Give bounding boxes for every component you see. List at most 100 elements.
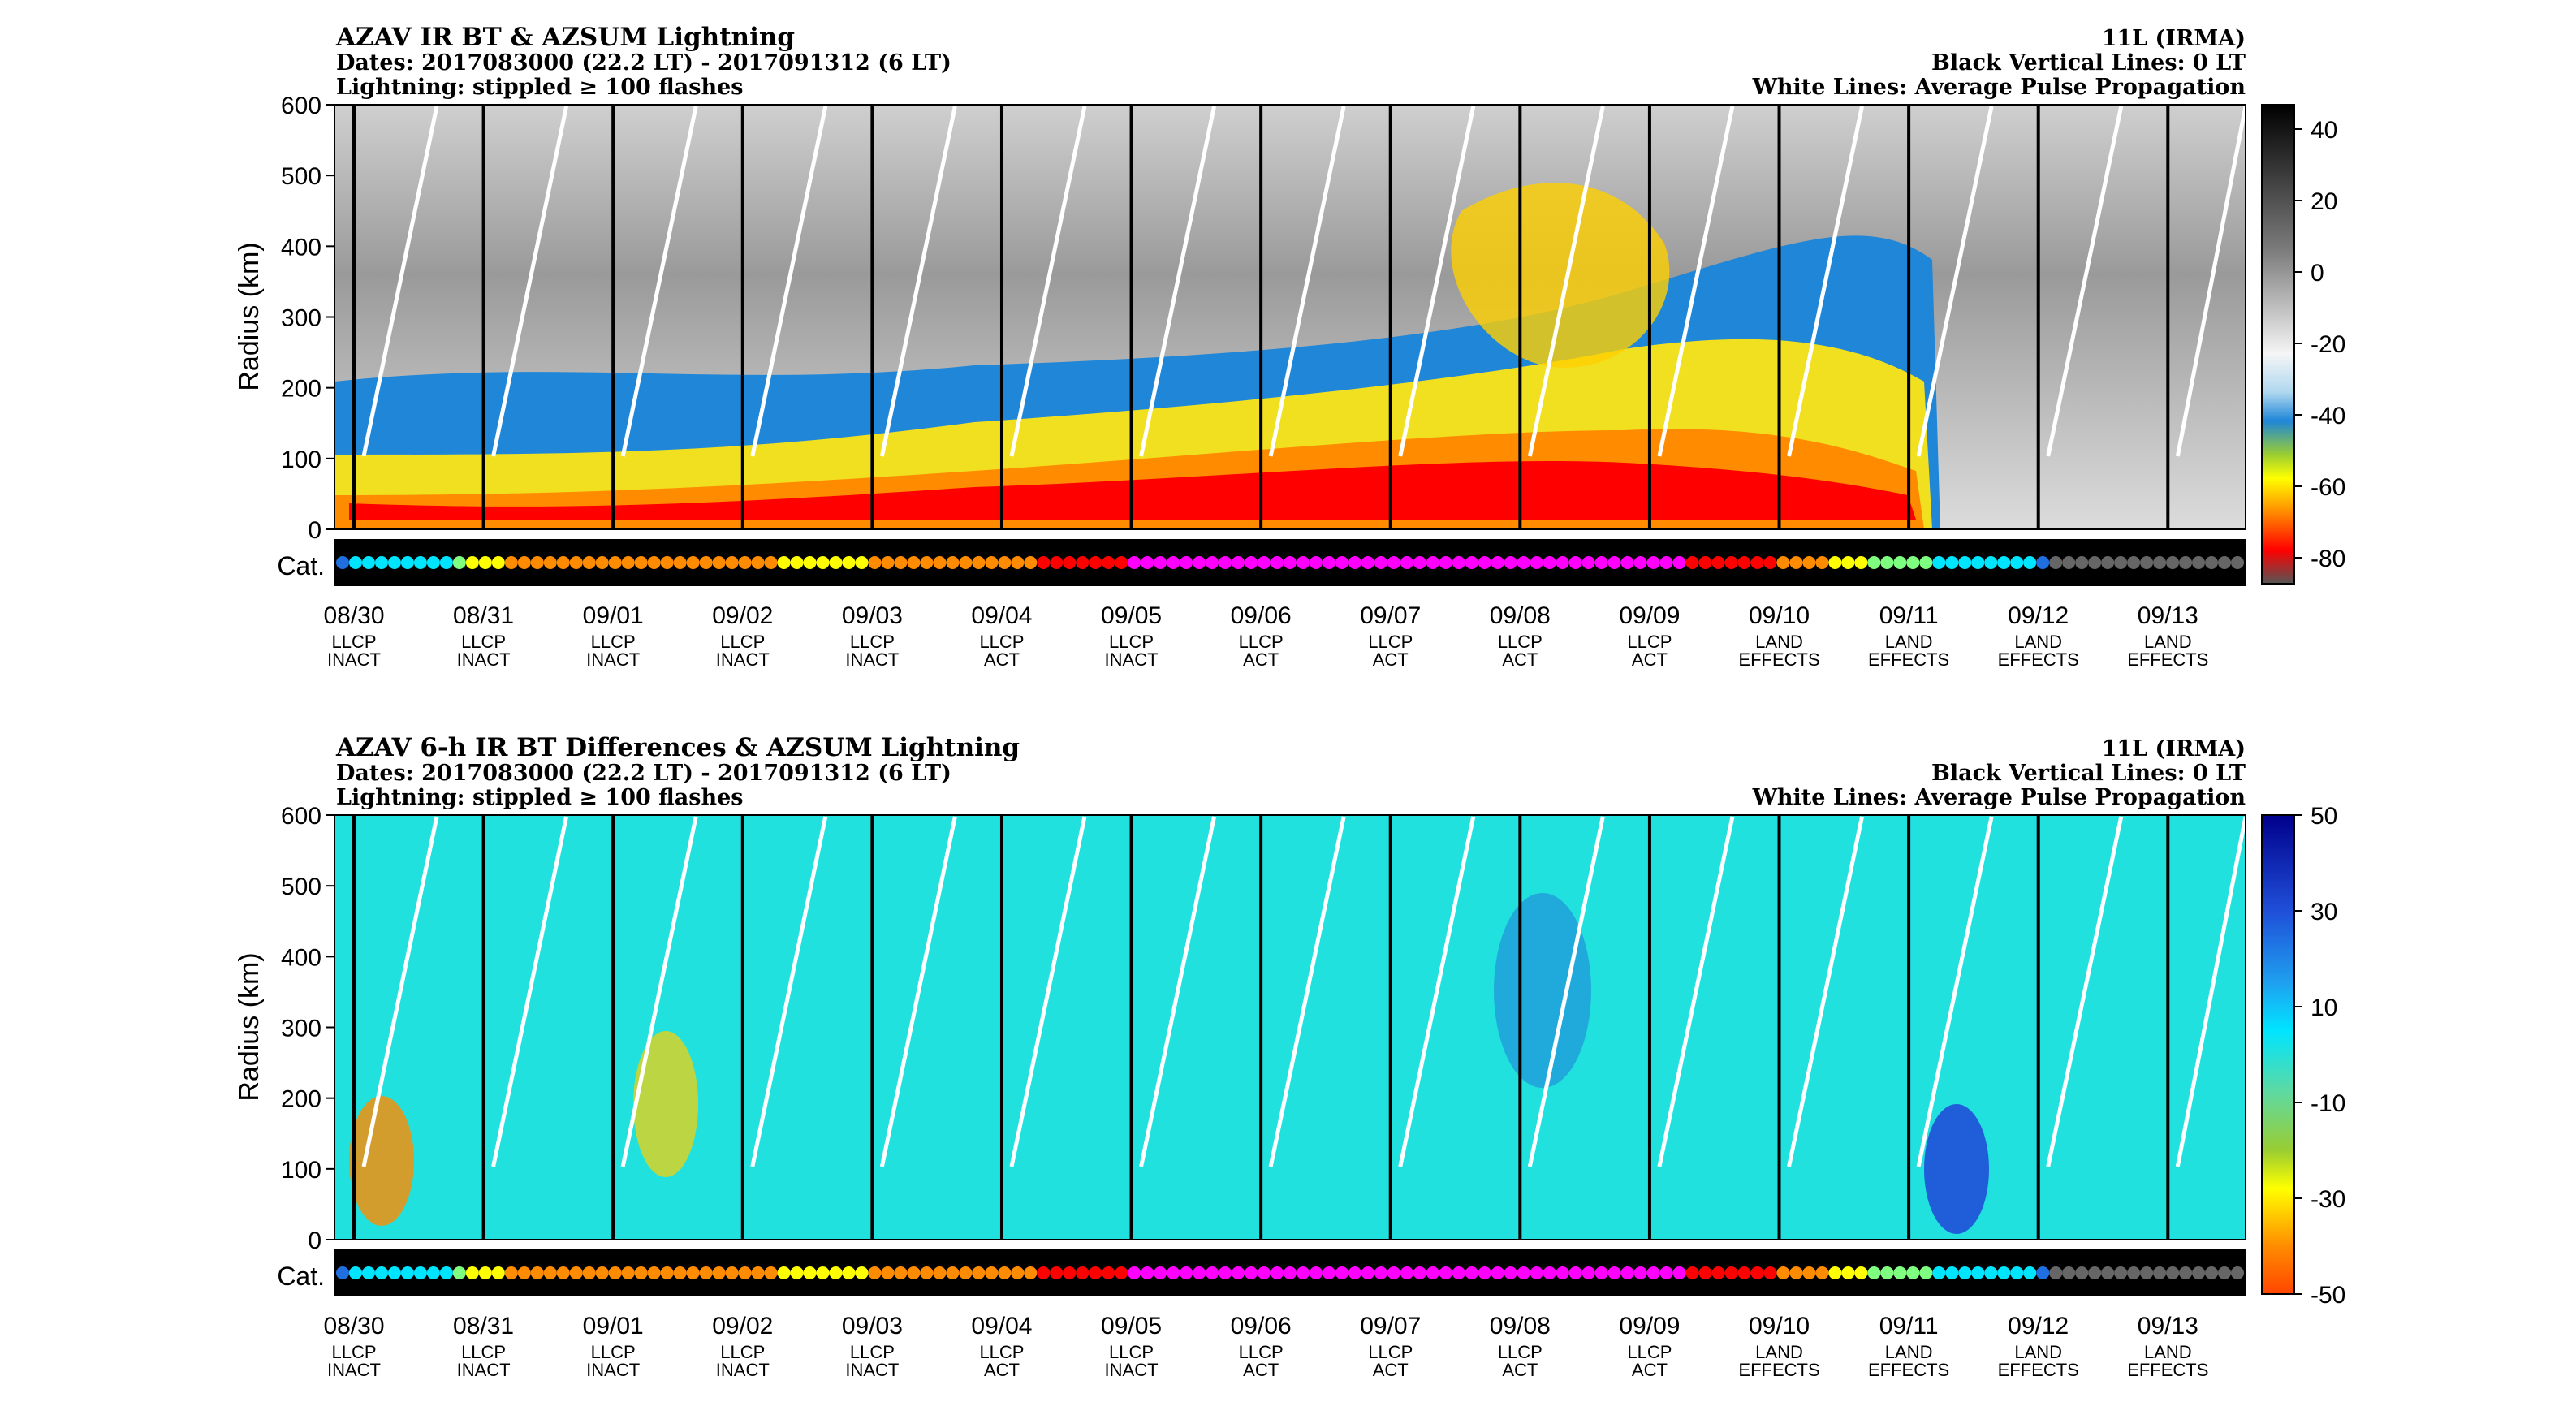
category-dot: [478, 1266, 492, 1279]
x-phase-label: EFFECTS: [1738, 1360, 1819, 1380]
x-phase-label: LLCP: [1498, 1342, 1543, 1362]
x-phase-label: LAND: [1885, 1342, 1933, 1362]
x-date-label: 09/03: [842, 602, 903, 629]
category-dot: [1711, 1266, 1725, 1279]
storm-label: 11L (IRMA): [2102, 26, 2246, 51]
pulse-line: [620, 816, 698, 1167]
category-dot: [1322, 556, 1335, 569]
category-dot: [751, 1266, 765, 1279]
warm-anomaly: [349, 1096, 414, 1226]
category-dot: [1309, 1266, 1323, 1279]
category-dot: [452, 556, 466, 569]
category-dot: [1906, 556, 1920, 569]
x-phase-label: ACT: [1632, 649, 1668, 670]
category-dot: [1958, 556, 1972, 569]
category-dot: [1815, 1266, 1829, 1279]
x-phase-label: LAND: [1755, 1342, 1803, 1362]
category-dot: [1128, 556, 1141, 569]
category-dot: [881, 1266, 895, 1279]
x-date-label: 09/01: [583, 1313, 644, 1339]
category-dot: [777, 1266, 791, 1279]
category-dot: [491, 556, 505, 569]
category-label: Cat.: [277, 551, 325, 580]
x-phase-label: INACT: [716, 649, 770, 670]
x-phase-label: INACT: [586, 1360, 640, 1380]
category-dot: [1309, 556, 1323, 569]
category-dot: [946, 1266, 960, 1279]
category-dot: [1530, 556, 1543, 569]
category-dot: [1724, 1266, 1738, 1279]
black-vertical-lines: [352, 105, 2170, 529]
category-dot: [1789, 556, 1803, 569]
x-date-label: 09/13: [2138, 602, 2198, 629]
category-dot: [803, 1266, 817, 1279]
category-dot: [1854, 1266, 1868, 1279]
category-dot: [2153, 1266, 2167, 1279]
category-dot: [1361, 1266, 1374, 1279]
colorbar-tick-label: -50: [2311, 1282, 2345, 1309]
category-dot: [608, 1266, 622, 1279]
x-phase-label: ACT: [1373, 1360, 1409, 1380]
category-dot: [1984, 556, 1998, 569]
pulse-line: [879, 106, 957, 457]
plot-area: [334, 814, 2248, 1249]
category-dot: [1854, 556, 1868, 569]
category-dot: [426, 1266, 440, 1279]
x-phase-label: ACT: [1243, 649, 1279, 670]
category-dot: [673, 556, 687, 569]
gap-strip: [334, 529, 2246, 539]
category-dot: [998, 556, 1012, 569]
y-tick-label: 300: [281, 1016, 321, 1042]
x-phase-label: EFFECTS: [2127, 1360, 2208, 1380]
category-dot: [985, 556, 999, 569]
category-dot: [336, 1266, 349, 1279]
category-dot: [2192, 556, 2206, 569]
category-dot: [1776, 1266, 1790, 1279]
category-dot: [1232, 1266, 1245, 1279]
category-dot: [1180, 556, 1193, 569]
category-dot: [1258, 556, 1271, 569]
x-date-label: 09/10: [1749, 1313, 1810, 1339]
category-dot: [1659, 556, 1673, 569]
category-dot: [1971, 1266, 1985, 1279]
x-phase-label: LLCP: [979, 1342, 1024, 1362]
category-dot: [1568, 556, 1582, 569]
category-dot: [1945, 1266, 1959, 1279]
category-dot: [686, 556, 700, 569]
category-dot: [1646, 556, 1660, 569]
category-dot: [1504, 1266, 1517, 1279]
category-dot: [1724, 556, 1738, 569]
category-dot: [556, 556, 570, 569]
y-tick-label: 0: [308, 1227, 321, 1254]
category-dot: [2062, 556, 2076, 569]
category-dot: [1880, 556, 1894, 569]
x-phase-label: LLCP: [591, 632, 636, 652]
category-dot: [517, 556, 531, 569]
x-phase-label: ACT: [984, 649, 1020, 670]
x-date-label: 09/12: [2008, 602, 2069, 629]
x-phase-label: LAND: [1755, 632, 1803, 652]
category-dot: [1063, 556, 1077, 569]
colorbar-tick-label: -30: [2311, 1186, 2345, 1213]
category-dot: [855, 556, 869, 569]
category-dot: [530, 1266, 544, 1279]
y-axis-label: Radius (km): [234, 952, 265, 1101]
category-dot: [1607, 1266, 1621, 1279]
bottom-panel: AZAV 6-h IR BT Differences & AZSUM Light…: [234, 733, 2345, 1380]
category-dot: [1802, 556, 1816, 569]
category-dot: [1763, 556, 1777, 569]
category-dot: [2166, 1266, 2180, 1279]
category-dot: [1945, 556, 1959, 569]
colorbar-tick-label: -20: [2311, 331, 2345, 358]
x-phase-label: LLCP: [1627, 1342, 1672, 1362]
category-dot: [2036, 556, 2050, 569]
category-dot: [1245, 1266, 1258, 1279]
category-dot: [816, 556, 830, 569]
category-dot: [1568, 1266, 1582, 1279]
category-dot: [400, 1266, 414, 1279]
category-dot: [1802, 1266, 1816, 1279]
category-dot: [829, 1266, 843, 1279]
category-dot: [569, 556, 583, 569]
x-phase-label: EFFECTS: [1998, 649, 2079, 670]
x-phase-label: INACT: [457, 1360, 511, 1380]
